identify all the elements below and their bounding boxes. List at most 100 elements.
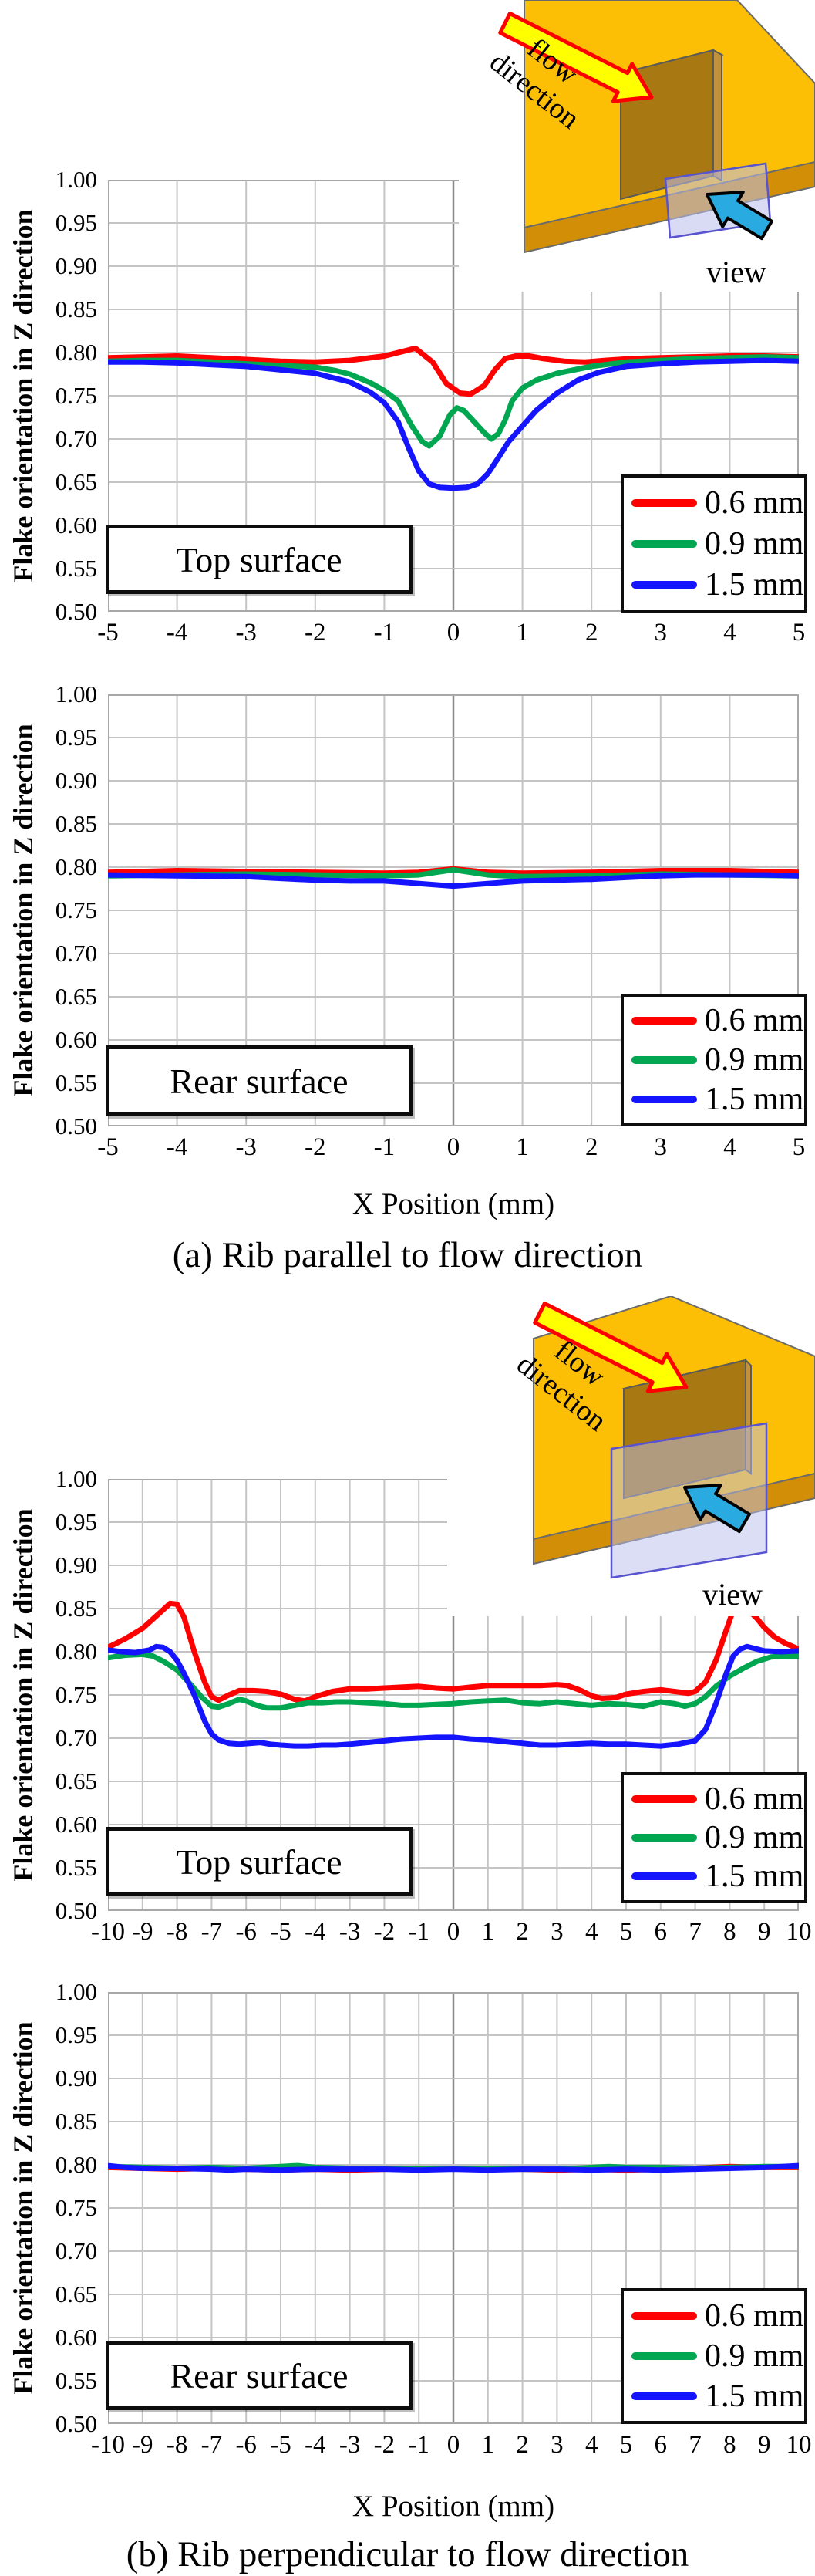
y-tick-label: 0.65 — [55, 983, 97, 1010]
surface-label-box: Rear surface — [106, 1045, 413, 1116]
y-tick-label: 1.00 — [55, 166, 97, 193]
x-tick-label: 10 — [786, 1918, 812, 1946]
view-arrow-icon — [706, 191, 773, 241]
legend-label: 0.6 mm — [705, 2298, 804, 2334]
x-tick-label: 5 — [619, 1918, 633, 1946]
x-tick-label: 9 — [757, 1918, 771, 1946]
legend-label: 0.9 mm — [705, 525, 804, 562]
x-tick-label: 2 — [584, 619, 598, 647]
series-line-0.9-mm — [108, 354, 799, 449]
y-tick-label: 0.80 — [55, 853, 97, 880]
x-tick-label: -4 — [166, 619, 188, 647]
y-tick-label: 0.50 — [55, 1897, 97, 1924]
x-tick-label: 1 — [481, 2431, 495, 2459]
surface-label-box: Rear surface — [106, 2341, 413, 2410]
y-tick-label: 0.95 — [55, 724, 97, 751]
legend-label: 1.5 mm — [705, 1081, 804, 1117]
x-tick-label: 3 — [654, 619, 668, 647]
x-tick-label: 3 — [654, 1133, 668, 1161]
view-label: view — [706, 255, 766, 289]
x-tick-label: -1 — [373, 619, 396, 647]
legend-item: 1.5 mm — [631, 1082, 803, 1116]
legend-item: 0.6 mm — [631, 486, 803, 520]
x-tick-label: 2 — [516, 1918, 529, 1946]
x-tick-label: -4 — [166, 1133, 188, 1161]
legend-item: 0.6 mm — [631, 2299, 803, 2333]
series-line-1.5-mm — [108, 1643, 799, 1749]
x-tick-label: -1 — [408, 1918, 429, 1946]
x-axis-title: X Position (mm) — [352, 2490, 555, 2523]
series-line-1.5-mm — [108, 872, 799, 890]
x-tick-label: -9 — [132, 1918, 153, 1946]
series-line-0.9-mm — [108, 1651, 799, 1711]
surface-label-box: Top surface — [106, 525, 413, 594]
view-plane — [610, 1422, 768, 1579]
x-tick-label: 5 — [792, 1133, 806, 1161]
y-tick-label: 0.75 — [55, 1681, 97, 1708]
x-tick-label: -2 — [305, 619, 326, 647]
x-tick-label: -10 — [91, 2431, 125, 2459]
legend-item: 0.9 mm — [631, 1043, 803, 1077]
legend-line-swatch — [631, 1834, 697, 1842]
y-tick-label: 0.75 — [55, 896, 97, 923]
x-tick-label: 8 — [723, 1918, 736, 1946]
legend-line-swatch — [631, 1055, 697, 1064]
x-tick-label: -9 — [132, 2431, 153, 2459]
legend-box: 0.6 mm 0.9 mm 1.5 mm — [621, 474, 807, 613]
y-tick-label: 0.80 — [55, 2151, 97, 2178]
x-tick-label: 4 — [584, 2431, 598, 2459]
y-tick-label: 0.55 — [55, 555, 97, 582]
legend-item: 0.6 mm — [631, 1004, 803, 1038]
surface-label: Top surface — [176, 1842, 342, 1882]
x-tick-label: -5 — [270, 2431, 291, 2459]
x-tick-label: -3 — [235, 619, 257, 647]
legend-box: 0.6 mm 0.9 mm 1.5 mm — [621, 2288, 807, 2424]
x-tick-label: -1 — [373, 1133, 396, 1161]
y-tick-label: 0.90 — [55, 1551, 97, 1578]
legend-item: 0.9 mm — [631, 1821, 803, 1855]
y-tick-label: 0.75 — [55, 382, 97, 409]
x-tick-label: -5 — [270, 1918, 291, 1946]
x-tick-label: -6 — [235, 1918, 257, 1946]
x-tick-label: 0 — [446, 619, 460, 647]
x-tick-label: -5 — [97, 619, 119, 647]
x-tick-label: -5 — [97, 1133, 119, 1161]
y-tick-label: 0.85 — [55, 2108, 97, 2135]
x-tick-label: 8 — [723, 2431, 736, 2459]
illustration-rib-parallel: flow direction view — [459, 0, 815, 292]
legend-label: 1.5 mm — [705, 2378, 804, 2414]
x-tick-label: 6 — [654, 1918, 668, 1946]
x-tick-label: 3 — [551, 2431, 564, 2459]
y-tick-label: 0.85 — [55, 810, 97, 837]
caption-b: (b) Rib perpendicular to flow direction — [126, 2534, 689, 2574]
y-tick-label: 0.90 — [55, 252, 97, 279]
legend-box: 0.6 mm 0.9 mm 1.5 mm — [621, 1772, 807, 1903]
illustration-rib-perpendicular: flow direction view — [447, 1296, 815, 1616]
x-tick-label: 7 — [689, 1918, 702, 1946]
legend-label: 0.9 mm — [705, 1820, 804, 1855]
legend-label: 0.6 mm — [705, 1003, 804, 1039]
legend-label: 0.6 mm — [705, 484, 804, 521]
view-label: view — [702, 1577, 763, 1612]
x-tick-label: 3 — [551, 1918, 564, 1946]
y-tick-label: 1.00 — [55, 1465, 97, 1492]
caption-a: (a) Rib parallel to flow direction — [172, 1235, 643, 1275]
x-tick-label: 0 — [446, 1918, 460, 1946]
legend-line-swatch — [631, 498, 697, 507]
legend-item: 0.9 mm — [631, 2339, 803, 2373]
x-tick-label: -4 — [305, 1918, 326, 1946]
series-line-0.6-mm — [108, 1600, 799, 1704]
y-tick-label: 0.95 — [55, 1508, 97, 1535]
y-tick-label: 0.90 — [55, 767, 97, 794]
series-line-1.5-mm — [108, 2162, 799, 2173]
x-tick-label: -2 — [305, 1133, 326, 1161]
x-tick-label: 2 — [584, 1133, 598, 1161]
legend-item: 1.5 mm — [631, 2379, 803, 2413]
x-tick-label: -2 — [373, 1918, 396, 1946]
y-tick-label: 0.65 — [55, 2281, 97, 2308]
x-tick-label: 0 — [446, 1133, 460, 1161]
legend-label: 1.5 mm — [705, 567, 804, 603]
rib-side-edge — [712, 49, 722, 182]
x-tick-label: 2 — [516, 2431, 529, 2459]
legend-line-swatch — [631, 1872, 697, 1880]
